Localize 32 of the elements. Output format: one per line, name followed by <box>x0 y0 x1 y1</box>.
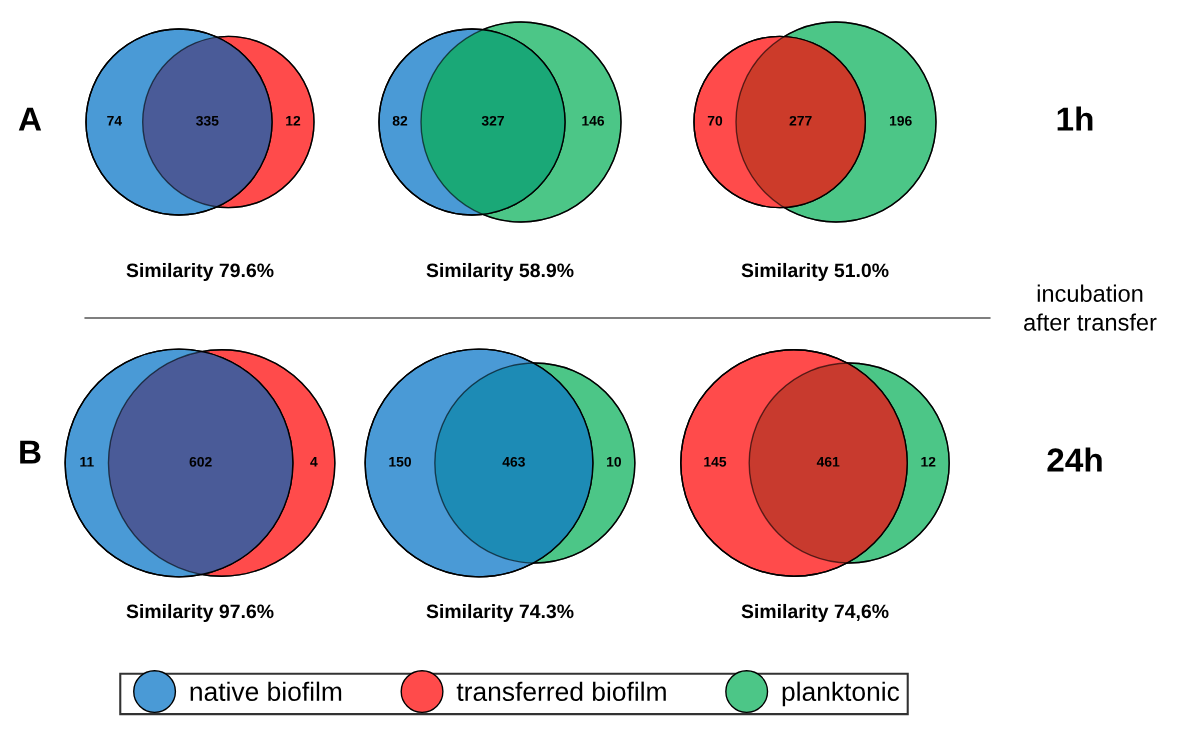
text: 24h <box>1047 447 1102 472</box>
text: Similarity 58.9% <box>426 262 574 282</box>
data-label: 150 <box>389 456 412 467</box>
text: Similarity 74,6% <box>741 603 889 623</box>
data-label: 145 <box>704 457 727 467</box>
data-label: 196 <box>889 115 912 126</box>
data-label: 327 <box>481 115 504 126</box>
data-label: 74 <box>107 116 122 126</box>
legend-label: planktonic <box>782 681 900 707</box>
text: incubation after transfer <box>1024 284 1157 331</box>
text: Similarity 97.6% <box>126 603 274 623</box>
data-label: 335 <box>196 115 219 126</box>
data-label: 82 <box>392 115 408 126</box>
text: A <box>18 107 42 131</box>
data-label: 277 <box>789 115 812 126</box>
data-label: 146 <box>582 115 605 126</box>
data-label: 70 <box>707 115 723 126</box>
text: Similarity 74.3% <box>426 603 574 623</box>
text: Similarity 79.6% <box>126 262 274 282</box>
data-label: 12 <box>921 456 936 467</box>
text: B <box>20 440 41 464</box>
data-label: 602 <box>189 456 212 467</box>
data-label: 12 <box>286 115 301 126</box>
legend-label: native biofilm <box>190 681 342 702</box>
data-label: 10 <box>607 456 622 467</box>
data-label: 461 <box>816 456 840 467</box>
text: Similarity 51.0% <box>741 262 889 282</box>
text: 1h <box>1057 106 1093 131</box>
legend-label: transferred biofilm <box>456 681 666 702</box>
data-label: 463 <box>502 456 525 467</box>
data-label: 11 <box>80 457 94 467</box>
data-label: 4 <box>310 457 318 467</box>
